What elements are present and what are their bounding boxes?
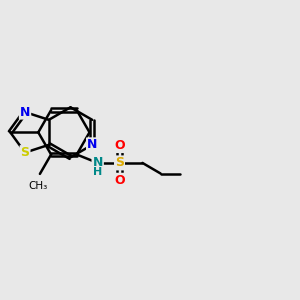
Text: O: O	[114, 139, 125, 152]
Text: N: N	[92, 156, 103, 170]
Text: N: N	[87, 138, 98, 151]
Text: H: H	[93, 167, 102, 177]
Text: N: N	[20, 106, 30, 118]
Text: O: O	[114, 174, 125, 187]
Text: S: S	[20, 146, 29, 159]
Text: CH₃: CH₃	[29, 181, 48, 191]
Text: S: S	[115, 156, 124, 170]
